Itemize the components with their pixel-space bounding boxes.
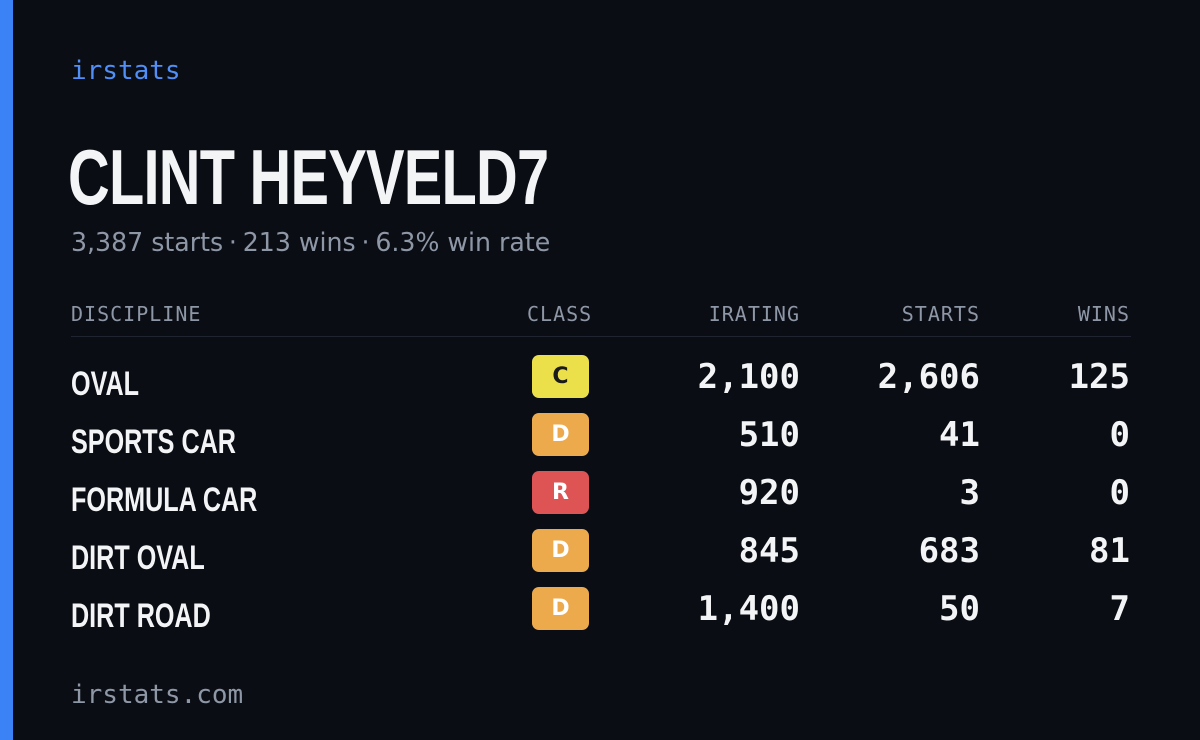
irating-value: 920 <box>738 473 800 513</box>
wins-value: 81 <box>1089 531 1130 571</box>
discipline-name: DIRT OVAL <box>71 539 205 577</box>
header-discipline: DISCIPLINE <box>71 302 202 326</box>
wins-value: 7 <box>1109 589 1130 629</box>
irating-value: 510 <box>738 415 800 455</box>
wins-value: 125 <box>1068 357 1130 397</box>
starts-value: 50 <box>939 589 980 629</box>
table-row: FORMULA CAR R 920 3 0 <box>71 469 1131 527</box>
starts-value: 683 <box>918 531 980 571</box>
separator: · <box>361 228 370 258</box>
class-badge: R <box>532 471 589 514</box>
win-rate: 6.3% win rate <box>375 228 551 258</box>
header-wins: WINS <box>1077 302 1130 326</box>
starts-value: 2,606 <box>877 357 980 397</box>
discipline-name: OVAL <box>71 365 140 403</box>
table-row: DIRT ROAD D 1,400 50 7 <box>71 585 1131 643</box>
brand-logo[interactable]: irstats <box>71 56 181 86</box>
total-starts: 3,387 starts <box>71 228 224 258</box>
table-row: DIRT OVAL D 845 683 81 <box>71 527 1131 585</box>
wins-value: 0 <box>1109 473 1130 513</box>
discipline-name: SPORTS CAR <box>71 423 236 461</box>
total-wins: 213 wins <box>242 228 356 258</box>
wins-value: 0 <box>1109 415 1130 455</box>
driver-name: CLINT HEYVELD7 <box>68 133 549 221</box>
table-row: SPORTS CAR D 510 41 0 <box>71 411 1131 469</box>
accent-bar <box>0 0 13 740</box>
discipline-table: DISCIPLINE CLASS IRATING STARTS WINS OVA… <box>71 296 1131 635</box>
driver-summary: 3,387 starts · 213 wins · 6.3% win rate <box>71 228 550 258</box>
irating-value: 2,100 <box>697 357 800 397</box>
starts-value: 41 <box>939 415 980 455</box>
header-starts: STARTS <box>901 302 980 326</box>
irating-value: 845 <box>738 531 800 571</box>
separator: · <box>228 228 237 258</box>
starts-value: 3 <box>959 473 980 513</box>
class-badge: D <box>532 587 589 630</box>
table-body: OVAL C 2,100 2,606 125 SPORTS CAR D 510 … <box>71 353 1131 643</box>
class-badge: D <box>532 529 589 572</box>
class-badge: D <box>532 413 589 456</box>
discipline-name: DIRT ROAD <box>71 597 211 635</box>
discipline-name: FORMULA CAR <box>71 481 258 519</box>
irating-value: 1,400 <box>697 589 800 629</box>
table-header: DISCIPLINE CLASS IRATING STARTS WINS <box>71 296 1131 337</box>
class-badge: C <box>532 355 589 398</box>
footer-url[interactable]: irstats.com <box>71 680 244 710</box>
table-row: OVAL C 2,100 2,606 125 <box>71 353 1131 411</box>
header-class: CLASS <box>527 302 593 326</box>
header-irating: IRATING <box>708 302 800 326</box>
